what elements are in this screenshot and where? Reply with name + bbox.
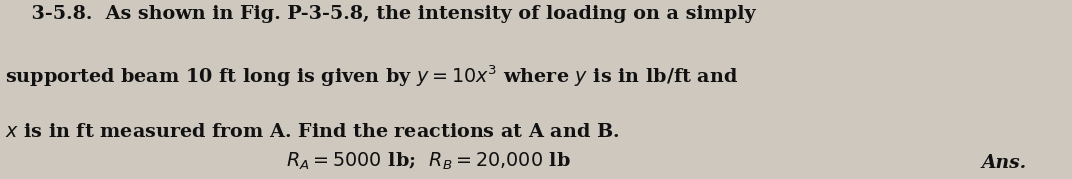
Text: supported beam 10 ft long is given by $y = 10x^3$ where $y$ is in lb/ft and: supported beam 10 ft long is given by $y…	[5, 64, 739, 89]
Text: $x$ is in ft measured from A. Find the reactions at A and B.: $x$ is in ft measured from A. Find the r…	[5, 123, 620, 141]
Text: 3-5.8.  As shown in Fig. P-3-5.8, the intensity of loading on a simply: 3-5.8. As shown in Fig. P-3-5.8, the int…	[5, 5, 756, 23]
Text: Ans.: Ans.	[982, 154, 1027, 172]
Text: $R_A = 5000$ lb;  $R_B = 20{,}000$ lb: $R_A = 5000$ lb; $R_B = 20{,}000$ lb	[286, 151, 571, 172]
